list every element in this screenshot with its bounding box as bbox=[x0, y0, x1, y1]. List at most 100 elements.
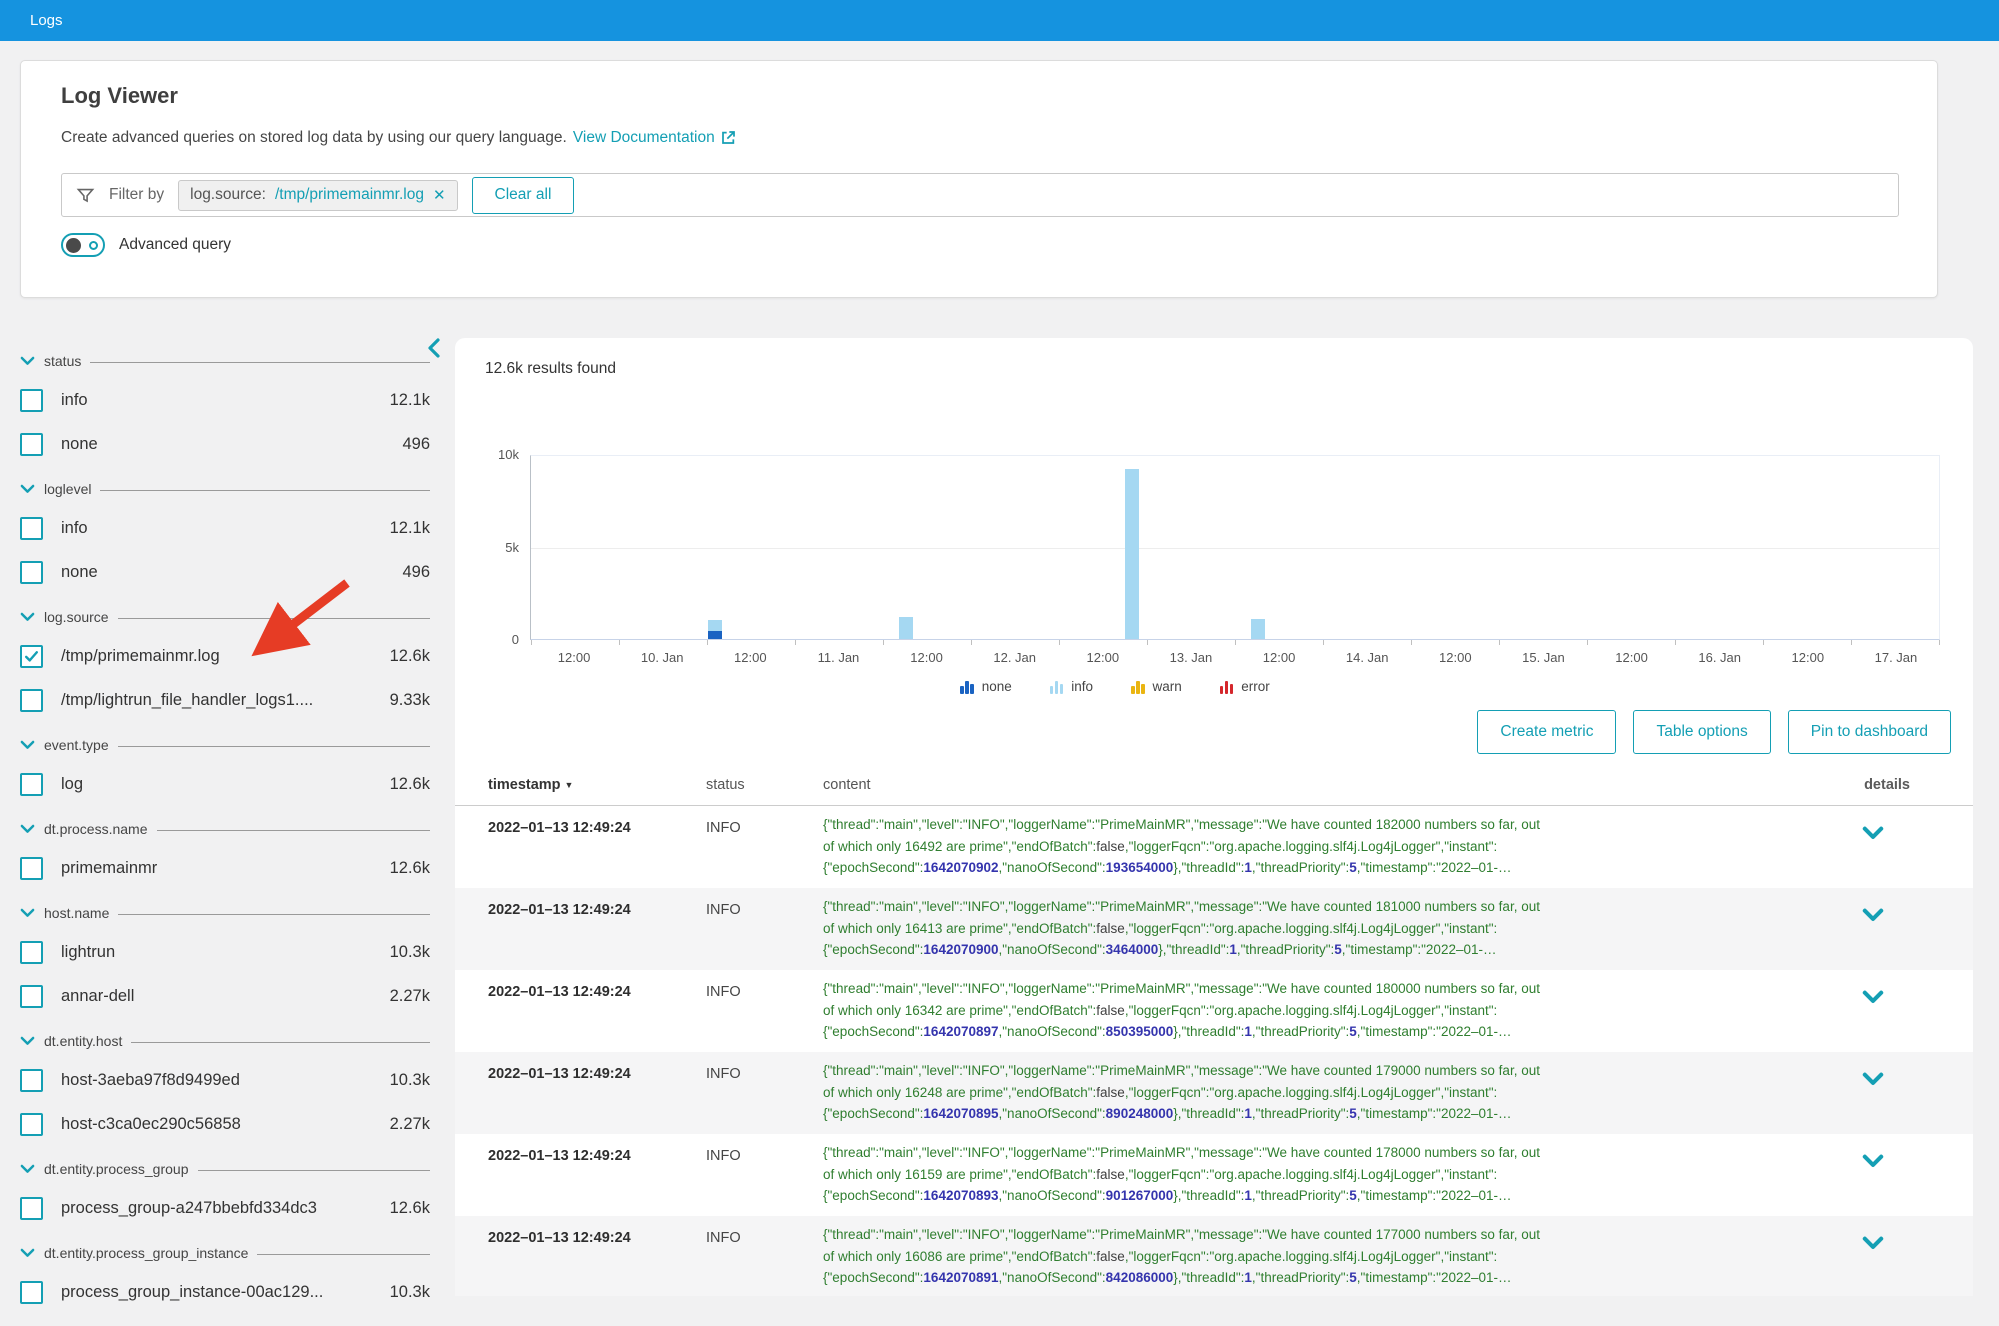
checkbox[interactable] bbox=[20, 1112, 43, 1136]
x-axis-label: 13. Jan bbox=[1169, 650, 1213, 665]
filter-chip-log-source[interactable]: log.source: /tmp/primemainmr.log ✕ bbox=[178, 179, 458, 211]
checkbox[interactable] bbox=[20, 388, 43, 412]
facet-item-count: 10.3k bbox=[389, 942, 430, 961]
table-options-button[interactable]: Table options bbox=[1633, 710, 1771, 754]
divider bbox=[156, 830, 430, 831]
axis-tick bbox=[1763, 640, 1764, 645]
cell-content: {"thread":"main","level":"INFO","loggerN… bbox=[823, 1145, 1540, 1203]
table-actions: Create metric Table options Pin to dashboa… bbox=[1477, 710, 1951, 754]
legend-item-error[interactable]: error bbox=[1219, 679, 1270, 694]
x-axis-label: 16. Jan bbox=[1698, 650, 1742, 665]
checkbox-checked[interactable] bbox=[20, 644, 43, 668]
chevron-down-icon[interactable] bbox=[20, 1164, 35, 1175]
checkbox[interactable] bbox=[20, 940, 43, 964]
checkbox[interactable] bbox=[20, 432, 43, 456]
checkbox[interactable] bbox=[20, 1280, 43, 1304]
facet-item: lightrun 10.3k bbox=[20, 930, 430, 974]
chevron-down-icon[interactable] bbox=[20, 1036, 35, 1047]
expand-details-icon[interactable] bbox=[1862, 1236, 1884, 1256]
chevron-down-icon[interactable] bbox=[20, 484, 35, 495]
create-metric-button[interactable]: Create metric bbox=[1477, 710, 1617, 754]
collapse-sidebar-icon[interactable] bbox=[426, 338, 442, 363]
filter-by-label: Filter by bbox=[109, 186, 165, 203]
table-header: timestamp ▼ status content details bbox=[455, 770, 1973, 806]
cell-status: INFO bbox=[706, 902, 741, 918]
facet-header: host.name bbox=[20, 902, 430, 924]
checkbox[interactable] bbox=[20, 856, 43, 880]
legend-item-warn[interactable]: warn bbox=[1131, 679, 1182, 694]
legend-item-none[interactable]: none bbox=[960, 679, 1012, 694]
chip-key: log.source: bbox=[190, 186, 266, 203]
results-count: 12.6k results found bbox=[485, 360, 616, 377]
expand-details-icon[interactable] bbox=[1862, 1072, 1884, 1092]
bar-segment-none[interactable] bbox=[708, 630, 723, 639]
chevron-down-icon[interactable] bbox=[20, 824, 35, 835]
axis-tick bbox=[971, 640, 972, 645]
expand-details-icon[interactable] bbox=[1862, 826, 1884, 846]
cell-timestamp: 2022–01–13 12:49:24 bbox=[488, 902, 631, 918]
checkbox[interactable] bbox=[20, 688, 43, 712]
facet-item-count: 10.3k bbox=[389, 1070, 430, 1089]
divider bbox=[131, 1042, 430, 1043]
facet-section-dt.process.name: dt.process.name primemainmr 12.6k bbox=[20, 818, 430, 890]
mini-bars-icon bbox=[1131, 680, 1145, 694]
checkbox[interactable] bbox=[20, 516, 43, 540]
facet-title: loglevel bbox=[44, 481, 92, 497]
facet-header: event.type bbox=[20, 734, 430, 756]
expand-details-icon[interactable] bbox=[1862, 1154, 1884, 1174]
expand-details-icon[interactable] bbox=[1862, 990, 1884, 1010]
bar-segment-info[interactable] bbox=[1250, 618, 1265, 639]
view-documentation-link[interactable]: View Documentation bbox=[573, 129, 736, 147]
chevron-down-icon[interactable] bbox=[20, 356, 35, 367]
facet-item: primemainmr 12.6k bbox=[20, 846, 430, 890]
mini-bars-icon bbox=[960, 680, 974, 694]
chip-remove-icon[interactable]: ✕ bbox=[432, 187, 446, 204]
page-title: Log Viewer bbox=[61, 83, 178, 108]
facet-section-loglevel: loglevel info 12.1k none 496 bbox=[20, 478, 430, 594]
facet-item-label: none bbox=[61, 434, 98, 453]
chevron-down-icon[interactable] bbox=[20, 612, 35, 623]
facet-section-log.source: log.source /tmp/primemainmr.log 12.6k /t… bbox=[20, 606, 430, 722]
checkbox[interactable] bbox=[20, 772, 43, 796]
chevron-down-icon[interactable] bbox=[20, 740, 35, 751]
column-header-details: details bbox=[1864, 777, 1910, 793]
chart-legend: none info warn error bbox=[455, 679, 1820, 694]
clear-all-button[interactable]: Clear all bbox=[471, 176, 575, 214]
facet-header: log.source bbox=[20, 606, 430, 628]
facet-item: info 12.1k bbox=[20, 506, 430, 550]
checkbox[interactable] bbox=[20, 1068, 43, 1092]
chevron-down-icon[interactable] bbox=[20, 1248, 35, 1259]
chevron-down-icon[interactable] bbox=[20, 908, 35, 919]
bar-segment-info[interactable] bbox=[708, 620, 723, 631]
bar-segment-info[interactable] bbox=[898, 616, 913, 639]
pin-to-dashboard-button[interactable]: Pin to dashboard bbox=[1787, 710, 1951, 754]
axis-tick bbox=[795, 640, 796, 645]
bar-segment-info[interactable] bbox=[1125, 468, 1140, 639]
facet-item: host-3aeba97f8d9499ed 10.3k bbox=[20, 1058, 430, 1102]
cell-timestamp: 2022–01–13 12:49:24 bbox=[488, 1148, 631, 1164]
facet-item-count: 12.6k bbox=[389, 1198, 430, 1217]
cell-timestamp: 2022–01–13 12:49:24 bbox=[488, 1230, 631, 1246]
legend-item-info[interactable]: info bbox=[1049, 679, 1093, 694]
filter-bar[interactable]: Filter by log.source: /tmp/primemainmr.l… bbox=[61, 173, 1899, 217]
facet-item-label: process_group_instance-00ac129... bbox=[61, 1282, 324, 1301]
cell-status: INFO bbox=[706, 1066, 741, 1082]
divider bbox=[117, 618, 430, 619]
facet-item: host-c3ca0ec290c56858 2.27k bbox=[20, 1102, 430, 1146]
advanced-query-toggle[interactable] bbox=[61, 233, 105, 257]
checkmark-icon bbox=[24, 650, 39, 662]
cell-status: INFO bbox=[706, 1148, 741, 1164]
checkbox[interactable] bbox=[20, 560, 43, 584]
x-axis-label: 12:00 bbox=[1262, 650, 1296, 665]
facet-header: dt.entity.host bbox=[20, 1030, 430, 1052]
facet-item: process_group-a247bbebfd334dc3 12.6k bbox=[20, 1186, 430, 1230]
facet-section-status: status info 12.1k none 496 bbox=[20, 350, 430, 466]
x-axis-label: 12:00 bbox=[1615, 650, 1648, 665]
axis-tick bbox=[1323, 640, 1324, 645]
divider bbox=[90, 362, 430, 363]
checkbox[interactable] bbox=[20, 1196, 43, 1220]
checkbox[interactable] bbox=[20, 984, 43, 1008]
expand-details-icon[interactable] bbox=[1862, 908, 1884, 928]
facet-item-label: info bbox=[61, 390, 88, 409]
column-header-timestamp[interactable]: timestamp ▼ bbox=[488, 777, 574, 793]
